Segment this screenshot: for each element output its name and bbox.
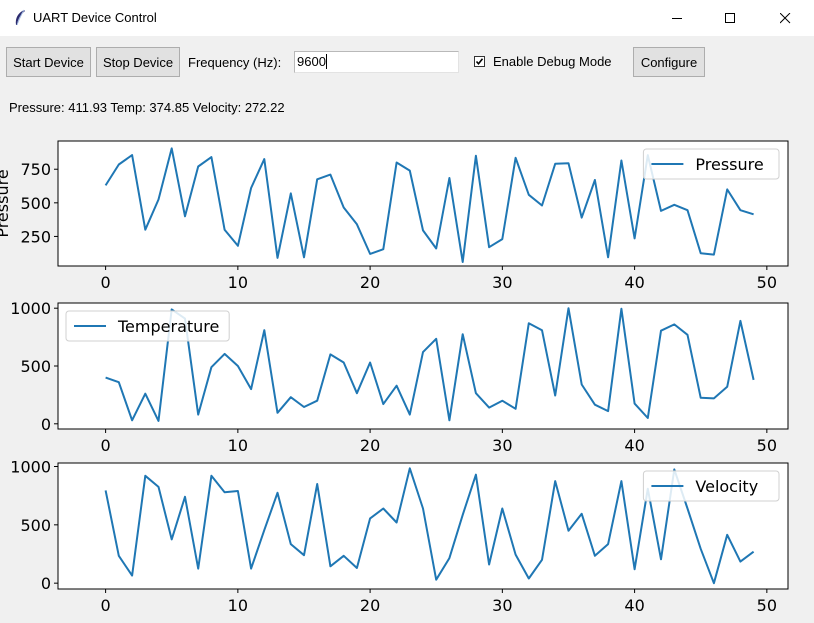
temperature-legend-label: Temperature <box>117 317 219 336</box>
velocity-x-tick-label: 30 <box>492 596 512 615</box>
stop-device-button[interactable]: Stop Device <box>96 47 180 77</box>
close-icon <box>780 13 791 24</box>
maximize-icon <box>725 13 735 23</box>
minimize-icon <box>672 18 682 19</box>
temperature-y-tick-label: 500 <box>20 357 51 376</box>
pressure-y-axis-label: Pressure <box>0 169 12 237</box>
pressure-y-tick-label: 500 <box>20 194 51 213</box>
pressure-chart: 0 10 20 30 40 50 250 500 750 Pressure Pressure <box>0 140 789 292</box>
temperature-x-tick-label: 40 <box>624 436 644 455</box>
minimize-button[interactable] <box>654 0 700 36</box>
debug-mode-checkbox[interactable] <box>474 56 485 67</box>
checkmark-icon <box>475 58 484 66</box>
temperature-y-tick-label: 1000 <box>10 299 51 318</box>
frequency-value: 9600 <box>297 54 326 69</box>
velocity-y-tick-label: 500 <box>20 516 51 535</box>
frequency-label: Frequency (Hz): <box>188 55 282 70</box>
velocity-x-tick-label: 10 <box>228 596 248 615</box>
maximize-button[interactable] <box>707 0 753 36</box>
temperature-y-tick-label: 0 <box>41 415 51 434</box>
pressure-x-tick-label: 20 <box>360 273 380 292</box>
start-device-button[interactable]: Start Device <box>6 47 91 77</box>
debug-mode-label[interactable]: Enable Debug Mode <box>493 54 612 69</box>
pressure-y-tick-label: 250 <box>20 227 51 246</box>
pressure-legend-label: Pressure <box>695 155 763 174</box>
text-caret <box>325 54 327 69</box>
velocity-y-tick-label: 1000 <box>10 458 51 477</box>
title-bar: UART Device Control <box>0 0 814 36</box>
temperature-x-tick-label: 10 <box>228 436 248 455</box>
pressure-x-tick-label: 50 <box>757 273 777 292</box>
pressure-legend-box <box>642 148 780 180</box>
window-title: UART Device Control <box>33 10 157 25</box>
temperature-legend-box <box>65 310 230 342</box>
frequency-input[interactable]: 9600 <box>294 51 459 73</box>
velocity-x-tick-label: 20 <box>360 596 380 615</box>
close-button[interactable] <box>762 0 808 36</box>
temperature-x-tick-label: 50 <box>757 436 777 455</box>
temperature-series-line <box>105 307 755 422</box>
velocity-x-tick-label: 0 <box>101 596 111 615</box>
pressure-x-tick-label: 30 <box>492 273 512 292</box>
temperature-x-tick-label: 20 <box>360 436 380 455</box>
velocity-y-tick-label: 0 <box>41 574 51 593</box>
temperature-x-tick-label: 30 <box>492 436 512 455</box>
temperature-x-tick-label: 0 <box>101 436 111 455</box>
pressure-x-tick-label: 40 <box>624 273 644 292</box>
velocity-series-line <box>104 467 755 585</box>
velocity-x-tick-label: 40 <box>624 596 644 615</box>
configure-button[interactable]: Configure <box>633 47 705 77</box>
velocity-legend-box <box>642 470 780 502</box>
pressure-x-tick-label: 0 <box>101 273 111 292</box>
velocity-legend-label: Velocity <box>695 477 758 496</box>
pressure-x-tick-label: 10 <box>228 273 248 292</box>
feather-icon <box>15 9 25 26</box>
velocity-x-tick-label: 50 <box>757 596 777 615</box>
pressure-y-tick-label: 750 <box>20 160 51 179</box>
sensor-readout: Pressure: 411.93 Temp: 374.85 Velocity: … <box>9 100 285 115</box>
